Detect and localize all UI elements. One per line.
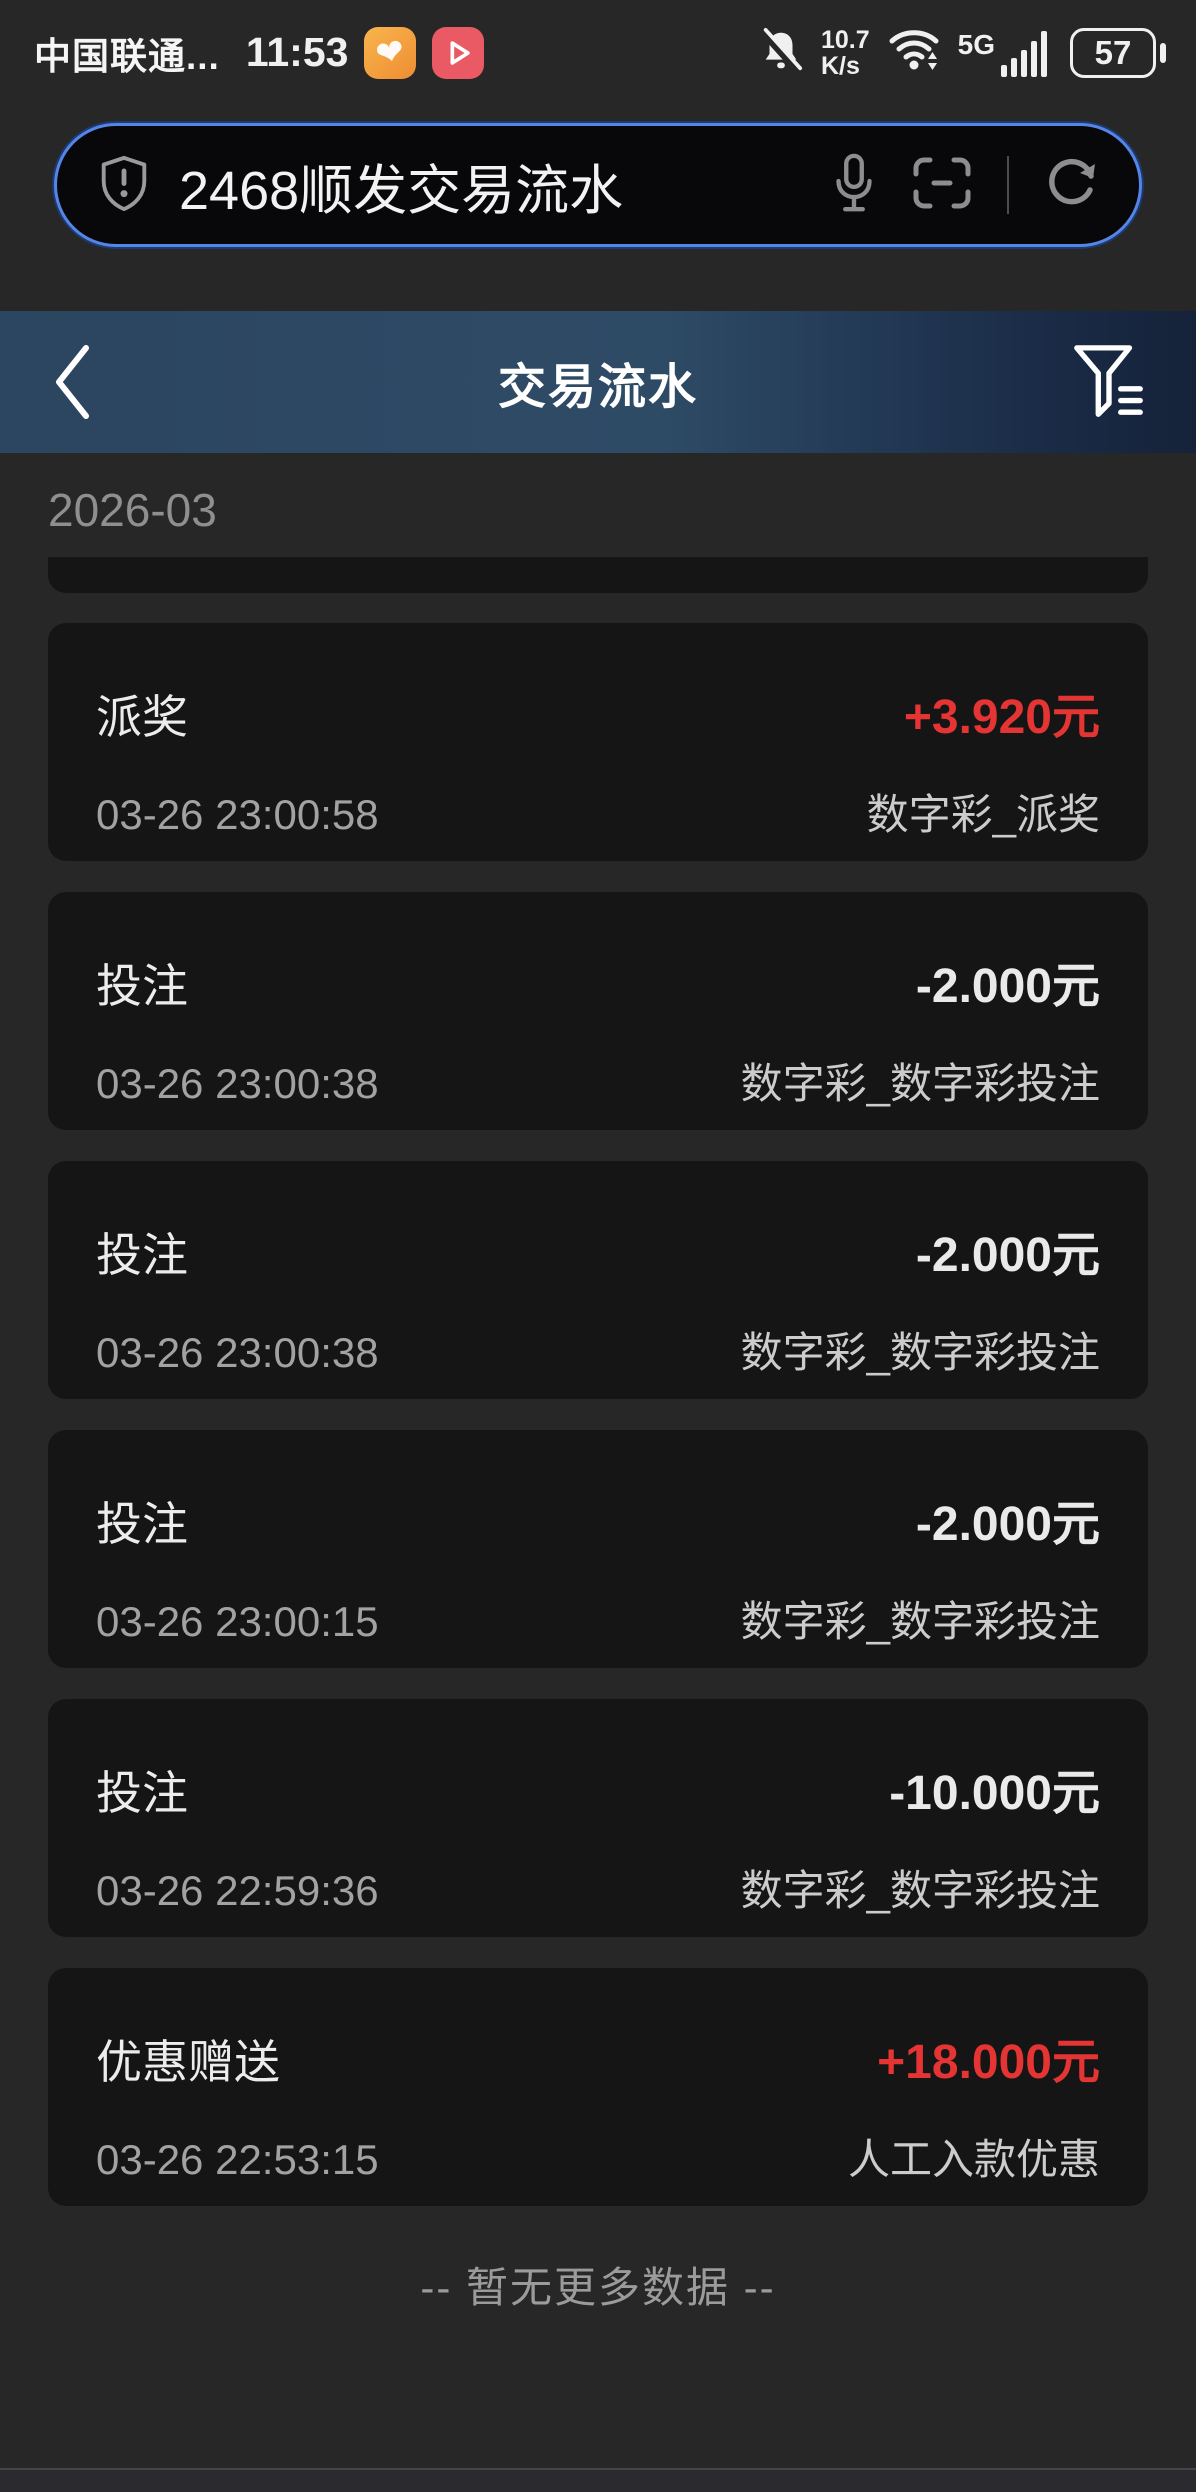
back-button[interactable] (50, 342, 94, 422)
bottom-browser-strip (0, 2468, 1196, 2492)
status-clock: 11:53 (245, 29, 349, 75)
txn-time: 03-26 23:00:15 (96, 1598, 379, 1645)
page-title: 交易流水 (497, 361, 698, 414)
txn-type: 投注 (96, 1498, 188, 1550)
transaction-card[interactable]: 派奖 +3.920元 03-26 23:00:58 数字彩_派奖 (48, 623, 1148, 861)
battery-percent: 57 (1094, 33, 1132, 71)
url-text[interactable]: 2468顺发交易流水 (179, 160, 624, 221)
txn-category: 数字彩_数字彩投注 (740, 1598, 1100, 1645)
txn-time: 03-26 23:00:38 (96, 1329, 379, 1376)
transaction-card[interactable]: 投注 -2.000元 03-26 23:00:38 数字彩_数字彩投注 (48, 892, 1148, 1130)
txn-amount: +18.000元 (877, 2036, 1100, 2089)
txn-time: 03-26 22:59:36 (96, 1867, 379, 1914)
txn-amount: -10.000元 (889, 1767, 1100, 1820)
txn-amount: +3.920元 (903, 691, 1100, 744)
transaction-card[interactable]: 投注 -10.000元 03-26 22:59:36 数字彩_数字彩投注 (48, 1699, 1148, 1937)
nav-header: 交易流水 (0, 311, 1196, 453)
txn-time: 03-26 22:53:15 (96, 2136, 379, 2183)
txn-amount: -2.000元 (915, 1498, 1100, 1551)
mic-icon[interactable] (831, 152, 877, 219)
transaction-card[interactable]: 投注 -2.000元 03-26 23:00:15 数字彩_数字彩投注 (48, 1430, 1148, 1668)
shield-alert-icon[interactable] (97, 154, 151, 217)
heart-app-icon: ❤ (364, 26, 417, 79)
play-app-icon (432, 26, 485, 79)
url-bar[interactable]: 2468顺发交易流水 (54, 123, 1142, 247)
bell-muted-icon (758, 27, 804, 78)
filter-funnel-icon (1074, 345, 1143, 417)
partial-card-top (48, 557, 1148, 593)
wifi-icon (887, 26, 941, 79)
refresh-icon[interactable] (1043, 154, 1101, 217)
status-bar: 中国联通... 11:53 ❤ 10.7 K/s (0, 0, 1196, 95)
txn-time: 03-26 23:00:58 (96, 791, 379, 838)
transaction-list: 派奖 +3.920元 03-26 23:00:58 数字彩_派奖 投注 -2.0… (48, 623, 1148, 2206)
txn-category: 数字彩_数字彩投注 (740, 1867, 1100, 1914)
txn-type: 派奖 (96, 691, 188, 743)
network-speed: 10.7 K/s (820, 25, 870, 80)
url-bar-divider (1007, 156, 1009, 214)
txn-time: 03-26 23:00:38 (96, 1060, 379, 1107)
network-type-label: 5G (957, 28, 995, 60)
txn-amount: -2.000元 (915, 960, 1100, 1013)
carrier-label: 中国联通... (34, 35, 220, 77)
transaction-card[interactable]: 投注 -2.000元 03-26 23:00:38 数字彩_数字彩投注 (48, 1161, 1148, 1399)
browser-url-row: 2468顺发交易流水 (0, 95, 1196, 291)
signal-bars-icon: 5G (958, 29, 1053, 77)
filter-button[interactable] (1070, 341, 1148, 423)
txn-type: 投注 (96, 1229, 188, 1281)
txn-type: 优惠赠送 (96, 2036, 280, 2088)
txn-type: 投注 (96, 960, 188, 1012)
txn-category: 数字彩_派奖 (866, 791, 1100, 838)
txn-amount: -2.000元 (915, 1229, 1100, 1282)
battery-icon: 57 (1070, 27, 1166, 78)
txn-type: 投注 (96, 1767, 188, 1819)
txn-category: 人工入款优惠 (847, 2136, 1100, 2183)
txn-category: 数字彩_数字彩投注 (740, 1060, 1100, 1107)
txn-category: 数字彩_数字彩投注 (740, 1329, 1100, 1376)
transaction-card[interactable]: 优惠赠送 +18.000元 03-26 22:53:15 人工入款优惠 (48, 1968, 1148, 2206)
month-label: 2026-03 (48, 484, 217, 536)
no-more-data-label: -- 暂无更多数据 -- (420, 2264, 776, 2311)
scan-icon[interactable] (911, 155, 973, 216)
